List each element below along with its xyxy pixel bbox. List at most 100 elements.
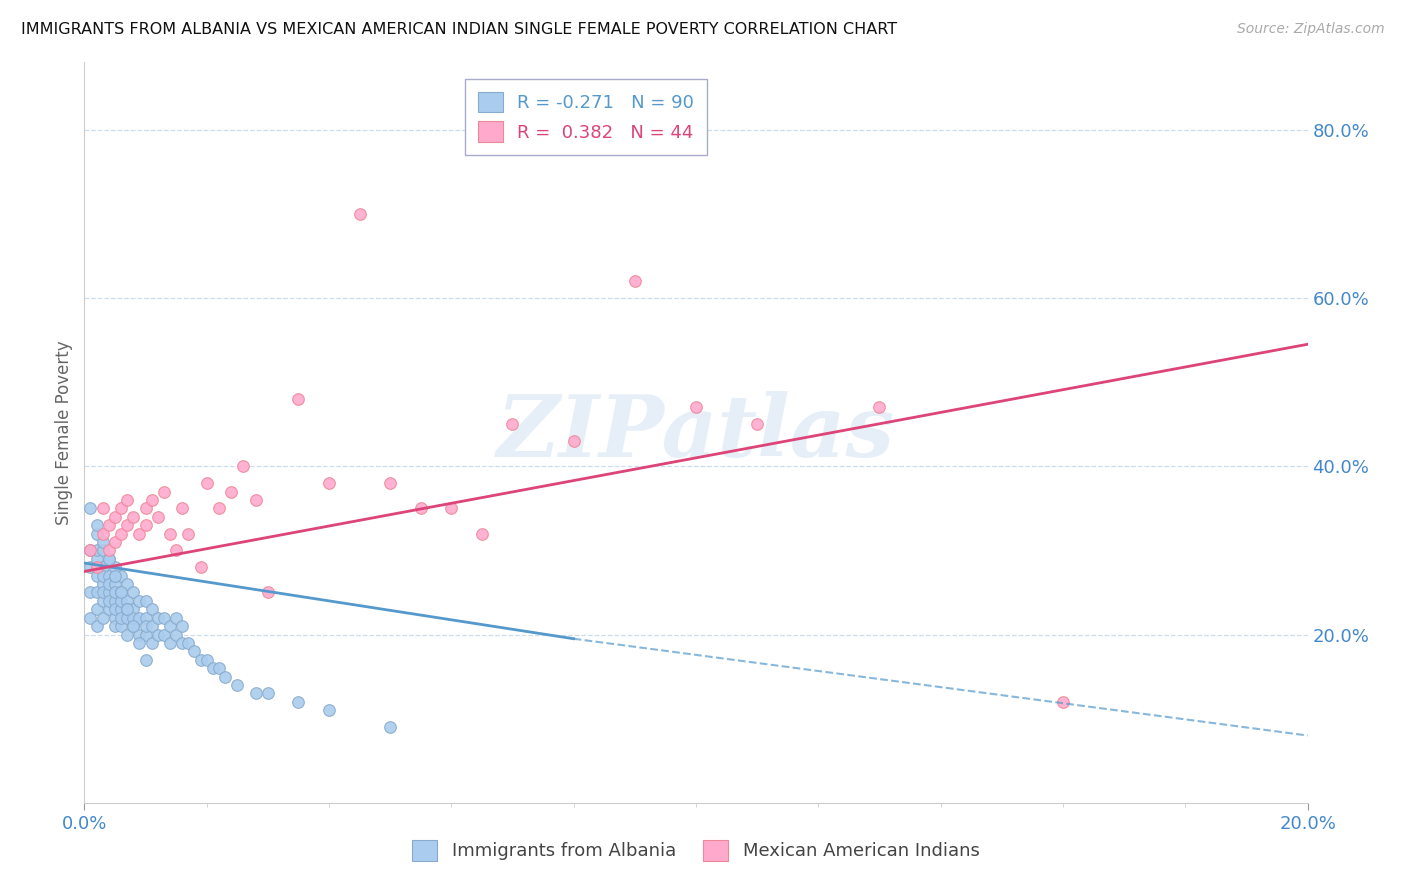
Point (86, 518, 108, 533)
Point (110, 585, 132, 599)
Point (97, 585, 120, 599)
Point (122, 602, 145, 616)
Point (128, 636, 150, 650)
Point (86, 585, 108, 599)
Point (214, 670, 236, 684)
Point (208, 501, 231, 516)
Point (177, 526, 200, 541)
Point (104, 568, 127, 582)
Point (97, 518, 120, 533)
Point (245, 492, 267, 507)
Point (135, 610, 157, 624)
Point (318, 703, 340, 717)
Point (318, 476, 340, 491)
Point (86, 543, 108, 558)
Point (349, 207, 371, 221)
Point (183, 644, 205, 658)
Point (91, 526, 114, 541)
Point (141, 619, 163, 633)
Point (146, 509, 169, 524)
Point (86, 568, 108, 582)
Point (86, 560, 108, 574)
Point (208, 661, 231, 675)
Point (97, 577, 120, 591)
Point (86, 619, 108, 633)
Point (502, 417, 524, 432)
Point (91, 501, 114, 516)
Point (562, 434, 585, 448)
Point (79, 610, 101, 624)
Point (190, 560, 212, 574)
Point (153, 627, 176, 641)
Point (172, 619, 194, 633)
Point (141, 636, 163, 650)
Point (287, 392, 309, 406)
Point (115, 492, 138, 507)
Point (190, 653, 212, 667)
Point (115, 627, 138, 641)
Point (122, 619, 145, 633)
Point (135, 619, 157, 633)
Point (91, 560, 114, 574)
Point (86, 526, 108, 541)
Point (232, 459, 254, 474)
Point (104, 594, 127, 608)
Point (172, 636, 194, 650)
Point (86, 602, 108, 616)
Point (115, 594, 138, 608)
Point (165, 627, 187, 641)
Legend: Immigrants from Albania, Mexican American Indians: Immigrants from Albania, Mexican America… (405, 832, 987, 868)
Point (226, 678, 249, 692)
Point (128, 594, 150, 608)
Point (110, 501, 132, 516)
Point (110, 594, 132, 608)
Point (159, 526, 181, 541)
Point (135, 518, 157, 533)
Point (146, 610, 169, 624)
Point (172, 501, 194, 516)
Point (159, 636, 181, 650)
Point (471, 526, 494, 541)
Point (177, 636, 200, 650)
Point (257, 585, 280, 599)
Point (97, 594, 120, 608)
Point (79, 585, 101, 599)
Point (128, 526, 150, 541)
Point (115, 602, 138, 616)
Point (201, 661, 224, 675)
Point (104, 602, 127, 616)
Point (128, 610, 150, 624)
Point (91, 610, 114, 624)
Point (91, 577, 114, 591)
Point (79, 501, 101, 516)
Point (122, 585, 145, 599)
Point (91, 568, 114, 582)
Point (104, 535, 127, 549)
Text: Source: ZipAtlas.com: Source: ZipAtlas.com (1237, 22, 1385, 37)
Point (110, 568, 132, 582)
Point (141, 492, 163, 507)
Point (110, 602, 132, 616)
Point (135, 594, 157, 608)
Point (97, 543, 120, 558)
Point (380, 476, 402, 491)
Point (115, 602, 138, 616)
Point (79, 543, 101, 558)
Point (159, 619, 181, 633)
Point (104, 568, 127, 582)
Y-axis label: Single Female Poverty: Single Female Poverty (55, 341, 73, 524)
Point (257, 686, 280, 700)
Point (135, 653, 157, 667)
Point (104, 610, 127, 624)
Point (115, 577, 138, 591)
Point (685, 401, 707, 415)
Point (165, 543, 187, 558)
Point (79, 560, 101, 574)
Point (153, 610, 176, 624)
Point (128, 627, 150, 641)
Point (104, 509, 127, 524)
Point (97, 602, 120, 616)
Point (115, 610, 138, 624)
Point (409, 501, 432, 516)
Point (380, 720, 402, 734)
